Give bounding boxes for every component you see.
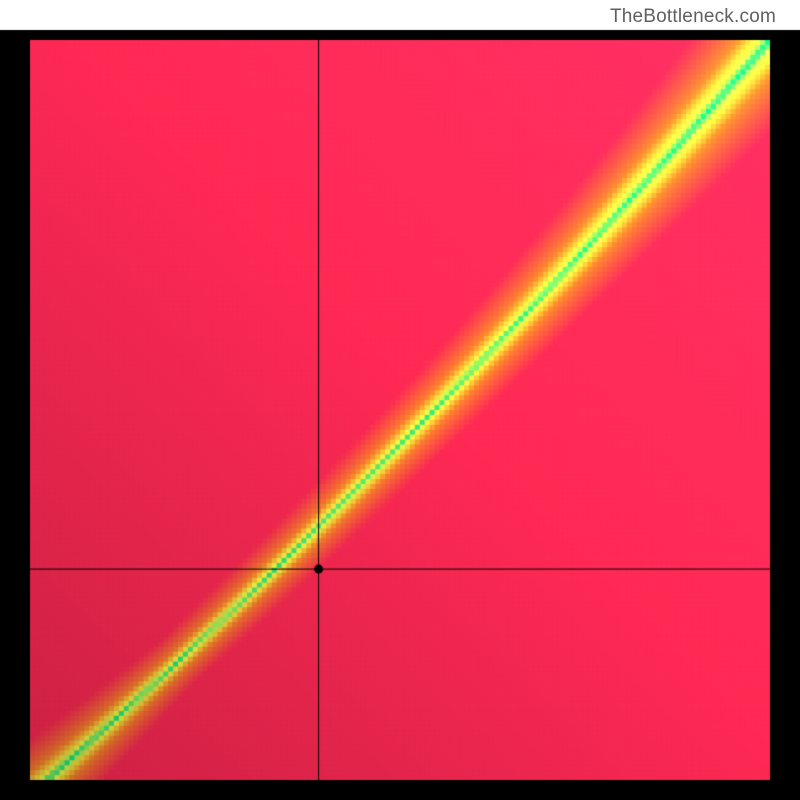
gradient-plot-canvas (0, 0, 800, 800)
chart-root: TheBottleneck.com (0, 0, 800, 800)
watermark-text: TheBottleneck.com (610, 6, 776, 28)
